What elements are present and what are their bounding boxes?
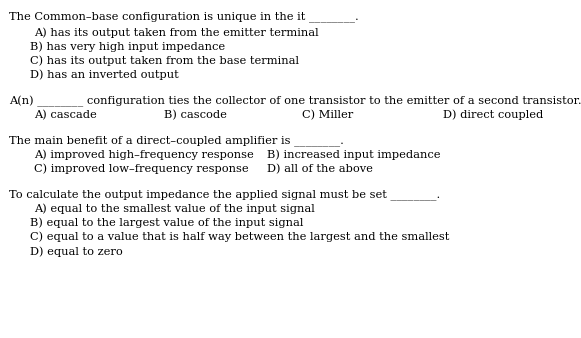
Text: A) has its output taken from the emitter terminal: A) has its output taken from the emitter… xyxy=(34,27,318,38)
Text: D) all of the above: D) all of the above xyxy=(267,164,373,174)
Text: C) Miller: C) Miller xyxy=(302,110,353,120)
Text: The main benefit of a direct–coupled amplifier is ________.: The main benefit of a direct–coupled amp… xyxy=(9,135,344,146)
Text: C) has its output taken from the base terminal: C) has its output taken from the base te… xyxy=(30,55,299,66)
Text: A(n) ________ configuration ties the collector of one transistor to the emitter : A(n) ________ configuration ties the col… xyxy=(9,95,581,106)
Text: A) improved high–frequency response: A) improved high–frequency response xyxy=(34,149,253,160)
Text: C) equal to a value that is half way between the largest and the smallest: C) equal to a value that is half way bet… xyxy=(30,232,449,242)
Text: D) direct coupled: D) direct coupled xyxy=(443,110,543,120)
Text: A) cascade: A) cascade xyxy=(34,110,96,120)
Text: D) equal to zero: D) equal to zero xyxy=(30,246,123,257)
Text: To calculate the output impedance the applied signal must be set ________.: To calculate the output impedance the ap… xyxy=(9,189,440,200)
Text: B) increased input impedance: B) increased input impedance xyxy=(267,149,441,160)
Text: B) has very high input impedance: B) has very high input impedance xyxy=(30,41,225,52)
Text: D) has an inverted output: D) has an inverted output xyxy=(30,70,178,80)
Text: The Common–base configuration is unique in the it ________.: The Common–base configuration is unique … xyxy=(9,11,359,22)
Text: C) improved low–frequency response: C) improved low–frequency response xyxy=(34,164,248,174)
Text: B) equal to the largest value of the input signal: B) equal to the largest value of the inp… xyxy=(30,218,303,228)
Text: B) cascode: B) cascode xyxy=(164,110,227,120)
Text: A) equal to the smallest value of the input signal: A) equal to the smallest value of the in… xyxy=(34,203,314,214)
